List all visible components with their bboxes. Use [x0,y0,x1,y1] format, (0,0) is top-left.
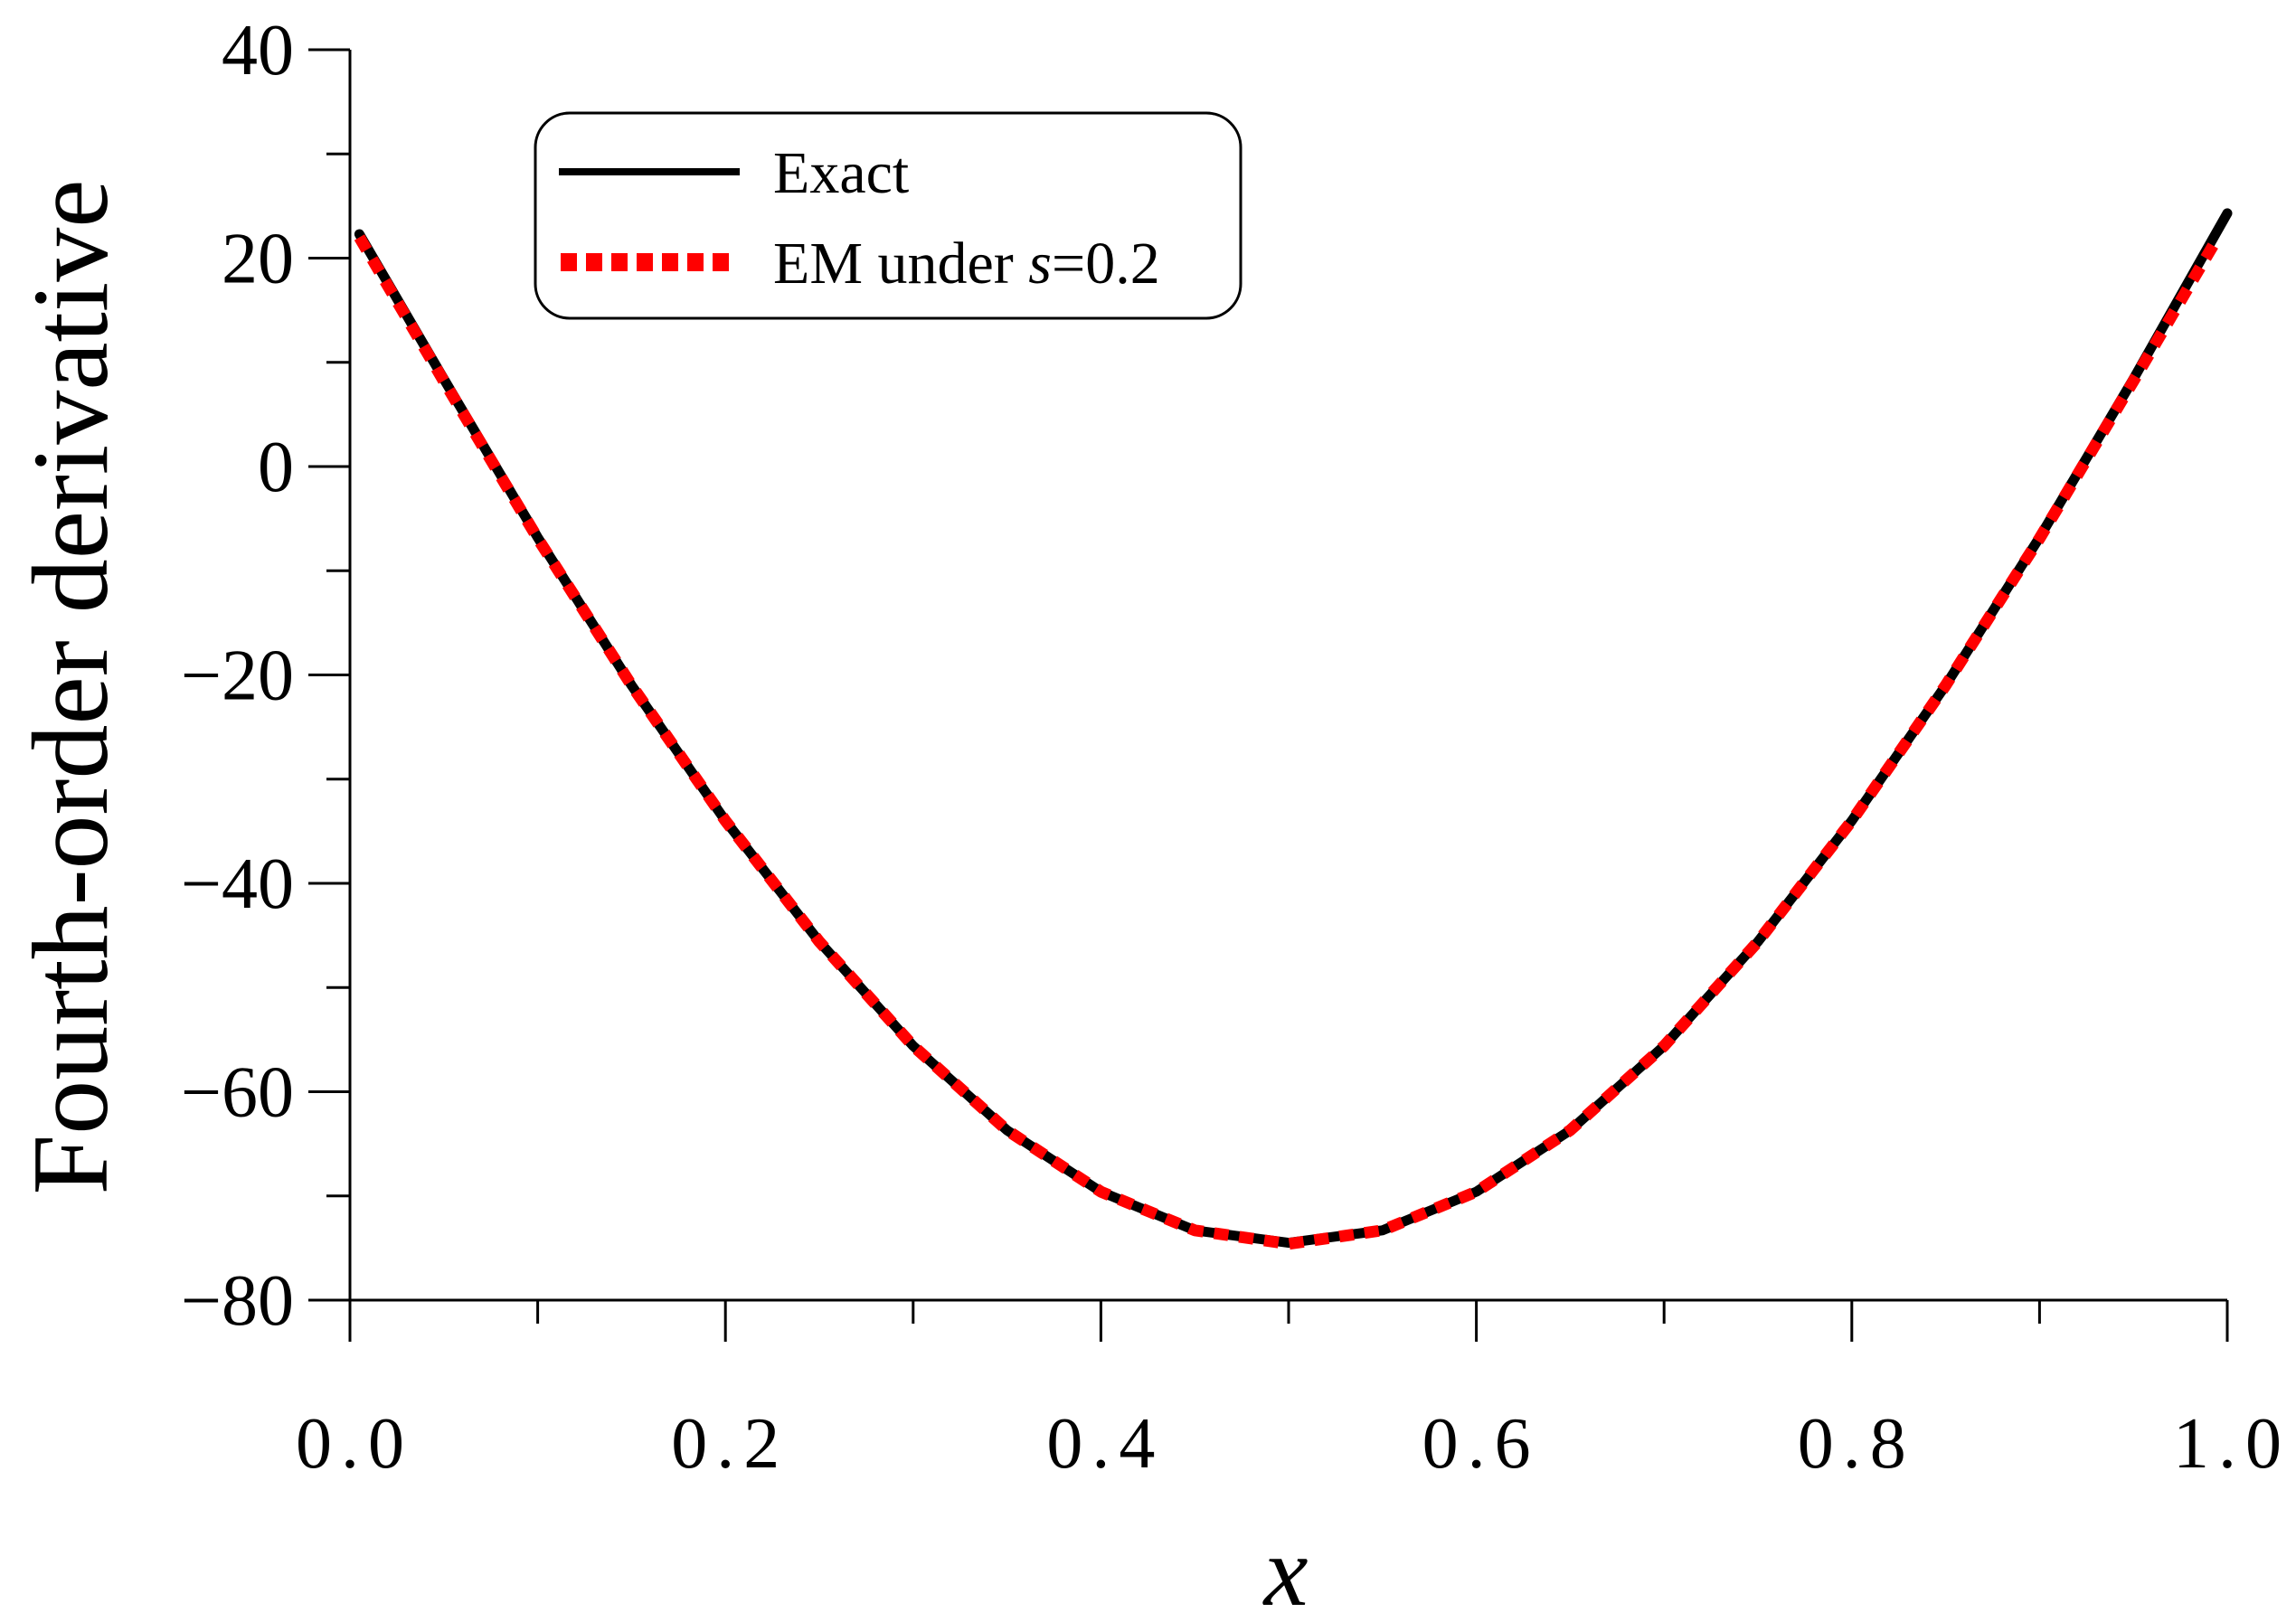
series-line-em [354,234,2224,1250]
y-tick-label: 40 [222,11,294,90]
y-tick-label: −40 [181,844,294,924]
x-tick-label: 0.4 [1046,1404,1164,1484]
y-tick-label: −60 [181,1053,294,1133]
legend-label-exact: Exact [773,140,909,206]
x-tick-label: 0.0 [296,1404,413,1484]
legend: Exact EM under s=0.2 [534,111,1242,320]
legend-label-em-prefix: EM under [773,231,1028,297]
legend-box [534,111,1242,320]
x-axis-title: x [1262,1516,1309,1622]
x-tick-label: 1.0 [2173,1404,2291,1484]
series-line-exact [354,208,2233,1249]
y-tick-label: −20 [181,637,294,716]
x-tick-label: 0.2 [671,1404,789,1484]
x-tick-label: 0.8 [1798,1404,1915,1484]
legend-label-em-italic: s [1028,231,1052,297]
y-tick-label: 20 [222,220,294,299]
legend-label-em: EM under s=0.2 [773,231,1160,297]
y-axis-title: Fourth-order derivative [10,180,130,1195]
x-tick-label: 0.6 [1422,1404,1540,1484]
series-layer [354,208,2233,1250]
y-tick-label: −80 [181,1261,294,1341]
axes: 40 20 0 −20 −40 −60 −800.0 0.2 0.4 0.6 0.8 1.0 [181,11,2291,1484]
legend-label-em-suffix: =0.2 [1052,231,1160,297]
y-tick-label: 0 [258,428,294,507]
